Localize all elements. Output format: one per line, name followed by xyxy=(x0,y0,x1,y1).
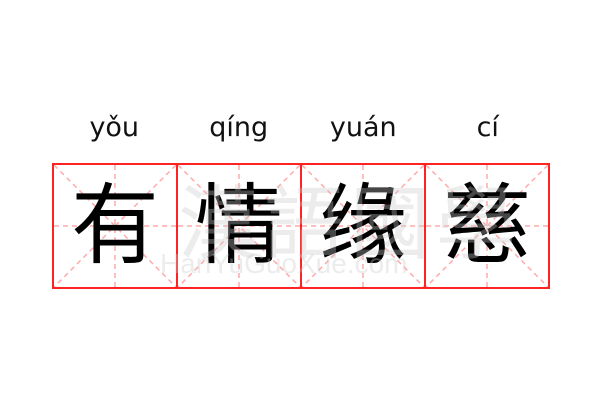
guide-lines xyxy=(426,165,548,287)
pinyin-4: cí xyxy=(476,112,499,143)
pinyin-1: yǒu xyxy=(89,112,140,143)
pinyin-3: yuán xyxy=(329,112,397,143)
character-cell: 慈 xyxy=(426,165,548,287)
character-cell: 有 xyxy=(54,165,178,287)
hanzi-4: 慈 xyxy=(442,174,531,277)
guide-line xyxy=(54,165,176,287)
character-cell: 情 xyxy=(178,165,302,287)
guide-line xyxy=(302,165,424,287)
guide-lines xyxy=(302,165,424,287)
guide-line xyxy=(426,165,548,287)
hanzi-1: 有 xyxy=(70,174,159,277)
pinyin-2: qíng xyxy=(209,112,269,143)
guide-line xyxy=(302,165,424,287)
pinyin-row: yǒu qíng yuán cí xyxy=(52,108,550,148)
guide-lines xyxy=(178,165,300,287)
guide-line xyxy=(178,165,300,287)
guide-line xyxy=(426,165,548,287)
character-grid: 有 情 缘 慈 xyxy=(52,163,550,289)
guide-lines xyxy=(54,165,176,287)
guide-line xyxy=(54,165,176,287)
guide-line xyxy=(178,165,300,287)
hanzi-2: 情 xyxy=(194,174,283,277)
character-cell: 缘 xyxy=(302,165,426,287)
hanzi-3: 缘 xyxy=(318,174,407,277)
